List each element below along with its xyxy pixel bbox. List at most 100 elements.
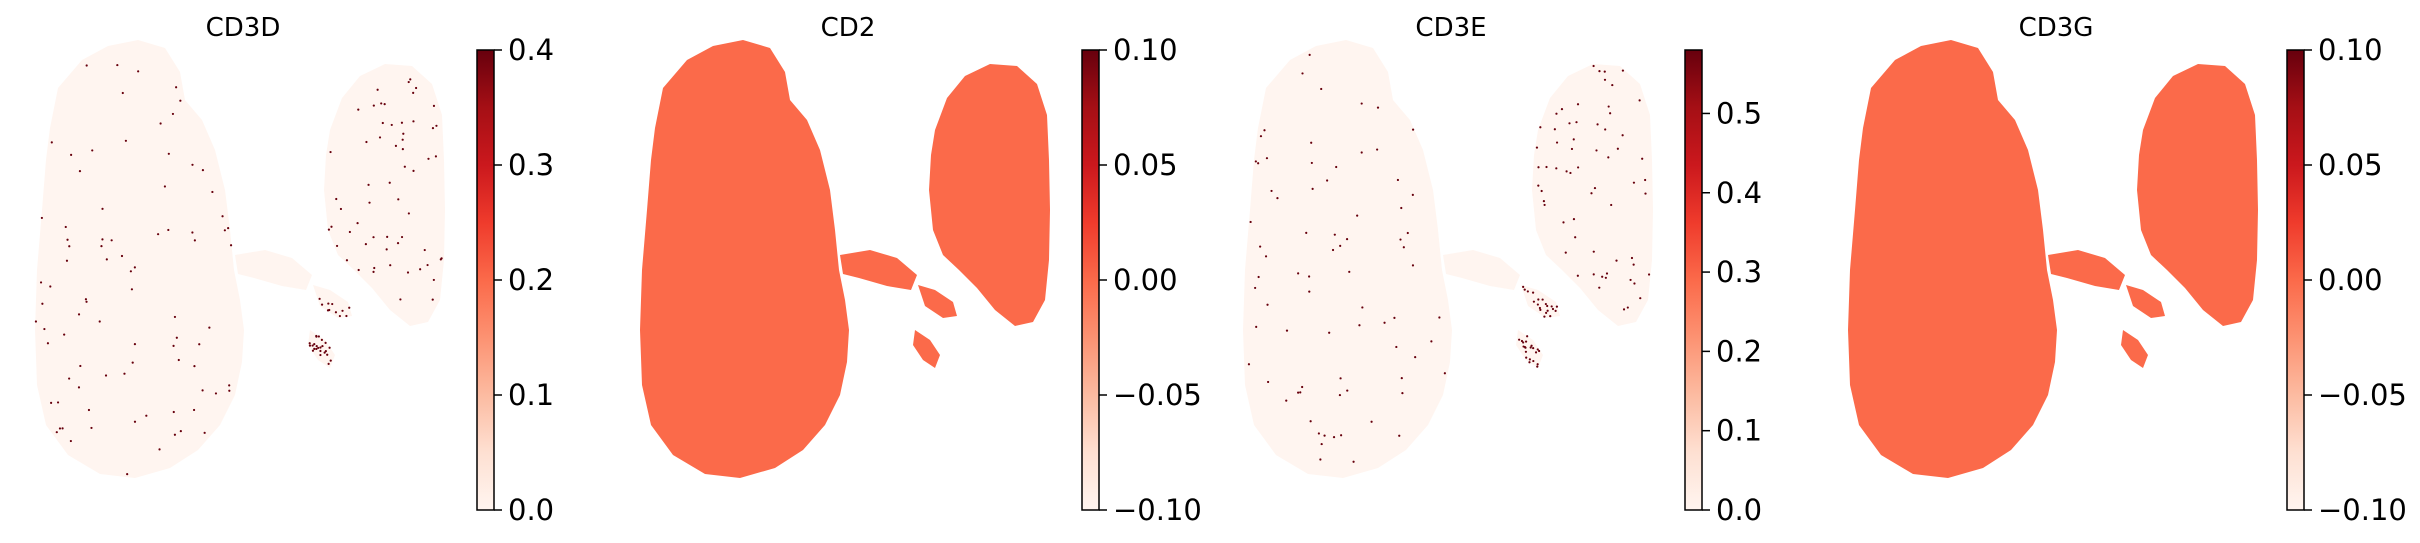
expressing-cell bbox=[66, 238, 69, 241]
expressing-cell bbox=[1546, 304, 1549, 308]
expressing-cell bbox=[98, 320, 101, 323]
expressing-cell bbox=[1592, 64, 1595, 68]
expressing-cell bbox=[1555, 112, 1558, 115]
expressing-cell bbox=[63, 333, 66, 336]
expressing-cell bbox=[412, 91, 415, 94]
expressing-cell bbox=[1370, 420, 1373, 423]
colorbar-tick-label: 0.0 bbox=[1716, 493, 1762, 527]
expressing-cell bbox=[1310, 161, 1313, 165]
expressing-cell bbox=[1398, 434, 1401, 437]
expressing-cell bbox=[79, 364, 82, 368]
expressing-cell bbox=[372, 236, 375, 239]
expressing-cell bbox=[1255, 325, 1258, 329]
expressing-cell bbox=[198, 343, 201, 346]
expressing-cell bbox=[1399, 238, 1402, 241]
expressing-cell bbox=[1430, 340, 1433, 343]
expressing-cell bbox=[1411, 264, 1415, 267]
expressing-cell bbox=[193, 364, 196, 368]
expressing-cell bbox=[214, 392, 218, 395]
expressing-cell bbox=[313, 343, 316, 346]
expressing-cell bbox=[1247, 363, 1251, 366]
expressing-cell bbox=[1528, 361, 1531, 364]
expressing-cell bbox=[1529, 346, 1532, 349]
expressing-cell bbox=[1576, 274, 1579, 277]
expressing-cell bbox=[1544, 302, 1547, 306]
expressing-cell bbox=[1311, 187, 1314, 190]
expressing-cell bbox=[56, 401, 60, 404]
expressing-cell bbox=[172, 344, 175, 347]
expressing-cell bbox=[1340, 434, 1343, 437]
expressing-cell bbox=[1265, 157, 1269, 160]
expressing-cell bbox=[1356, 214, 1359, 217]
expressing-cell bbox=[1553, 128, 1556, 131]
expressing-cell bbox=[1632, 181, 1636, 184]
expressing-cell bbox=[1550, 305, 1553, 308]
expressing-cell bbox=[1320, 442, 1323, 446]
expressing-cell bbox=[100, 245, 103, 248]
colorbar-tick-label: −0.05 bbox=[2318, 378, 2407, 412]
panel-cd2: CD2 −0.10 −0.05 0.00 0.05 0.10 bbox=[640, 13, 1202, 527]
expressing-cell bbox=[1551, 307, 1555, 311]
expressing-cell bbox=[368, 201, 371, 204]
expressing-cell bbox=[84, 298, 88, 301]
expressing-cell bbox=[1522, 285, 1525, 288]
expressing-cell bbox=[129, 270, 132, 273]
expressing-cell bbox=[412, 169, 415, 172]
expressing-cell bbox=[1310, 141, 1313, 144]
panel-cd3d: CD3D 0.0 0.1 0.2 0.3 0.4 bbox=[34, 13, 554, 527]
expressing-cell bbox=[400, 121, 404, 124]
colorbar-ticks-cd2: −0.10 −0.05 0.00 0.05 0.10 bbox=[1099, 33, 1202, 527]
expressing-cell bbox=[101, 238, 104, 241]
expressing-cell bbox=[69, 439, 72, 443]
expressing-cell bbox=[1538, 349, 1541, 353]
expressing-cell bbox=[1525, 356, 1528, 359]
expressing-cell bbox=[339, 207, 343, 211]
expressing-cell bbox=[1560, 108, 1564, 111]
expressing-cell bbox=[329, 150, 332, 154]
expressing-cell bbox=[1532, 300, 1536, 303]
expressing-cell bbox=[1537, 166, 1540, 169]
expressing-cell bbox=[357, 268, 360, 272]
expressing-cell bbox=[315, 347, 318, 351]
expressing-cell bbox=[1263, 129, 1266, 132]
expressing-cell bbox=[1524, 350, 1528, 353]
expressing-cell bbox=[345, 314, 348, 318]
expressing-cell bbox=[1338, 393, 1342, 397]
expressing-cell bbox=[179, 429, 182, 433]
expressing-cell bbox=[1537, 184, 1540, 187]
expressing-cell bbox=[1249, 220, 1252, 224]
expressing-cell bbox=[427, 157, 430, 160]
expressing-cell bbox=[1317, 432, 1320, 435]
expressing-cell bbox=[208, 326, 211, 329]
expressing-cell bbox=[1633, 282, 1636, 285]
expressing-cell bbox=[1523, 288, 1526, 291]
expressing-cell bbox=[423, 248, 426, 252]
expressing-cell bbox=[43, 327, 46, 331]
expressing-cell bbox=[1361, 306, 1364, 309]
expressing-cell bbox=[1621, 134, 1624, 137]
expressing-cell bbox=[104, 374, 108, 377]
expressing-cell bbox=[1299, 391, 1302, 394]
expressing-cell bbox=[1542, 200, 1546, 203]
colorbar-tick-label: 0.10 bbox=[1113, 33, 1178, 67]
expressing-cell bbox=[1622, 308, 1626, 311]
expressing-cell bbox=[175, 336, 178, 339]
expressing-cell bbox=[1528, 358, 1531, 361]
expressing-cell bbox=[327, 362, 330, 365]
expressing-cell bbox=[431, 126, 435, 130]
expressing-cell bbox=[65, 259, 69, 262]
expressing-cell bbox=[1348, 270, 1351, 273]
umap-scatter-cd2 bbox=[640, 40, 1050, 478]
expressing-cell bbox=[431, 298, 434, 301]
colorbar-tick-label: 0.00 bbox=[2318, 263, 2383, 297]
expressing-cell bbox=[409, 78, 412, 81]
expressing-cell bbox=[1595, 149, 1598, 152]
expressing-cell bbox=[1524, 340, 1528, 343]
expressing-cell bbox=[1328, 331, 1331, 334]
expressing-cell bbox=[1536, 303, 1539, 306]
expressing-cell bbox=[1615, 259, 1618, 262]
expressing-cell bbox=[1360, 102, 1363, 105]
expressing-cell bbox=[334, 311, 338, 314]
expressing-cell bbox=[1358, 324, 1361, 327]
expressing-cell bbox=[1562, 221, 1565, 224]
